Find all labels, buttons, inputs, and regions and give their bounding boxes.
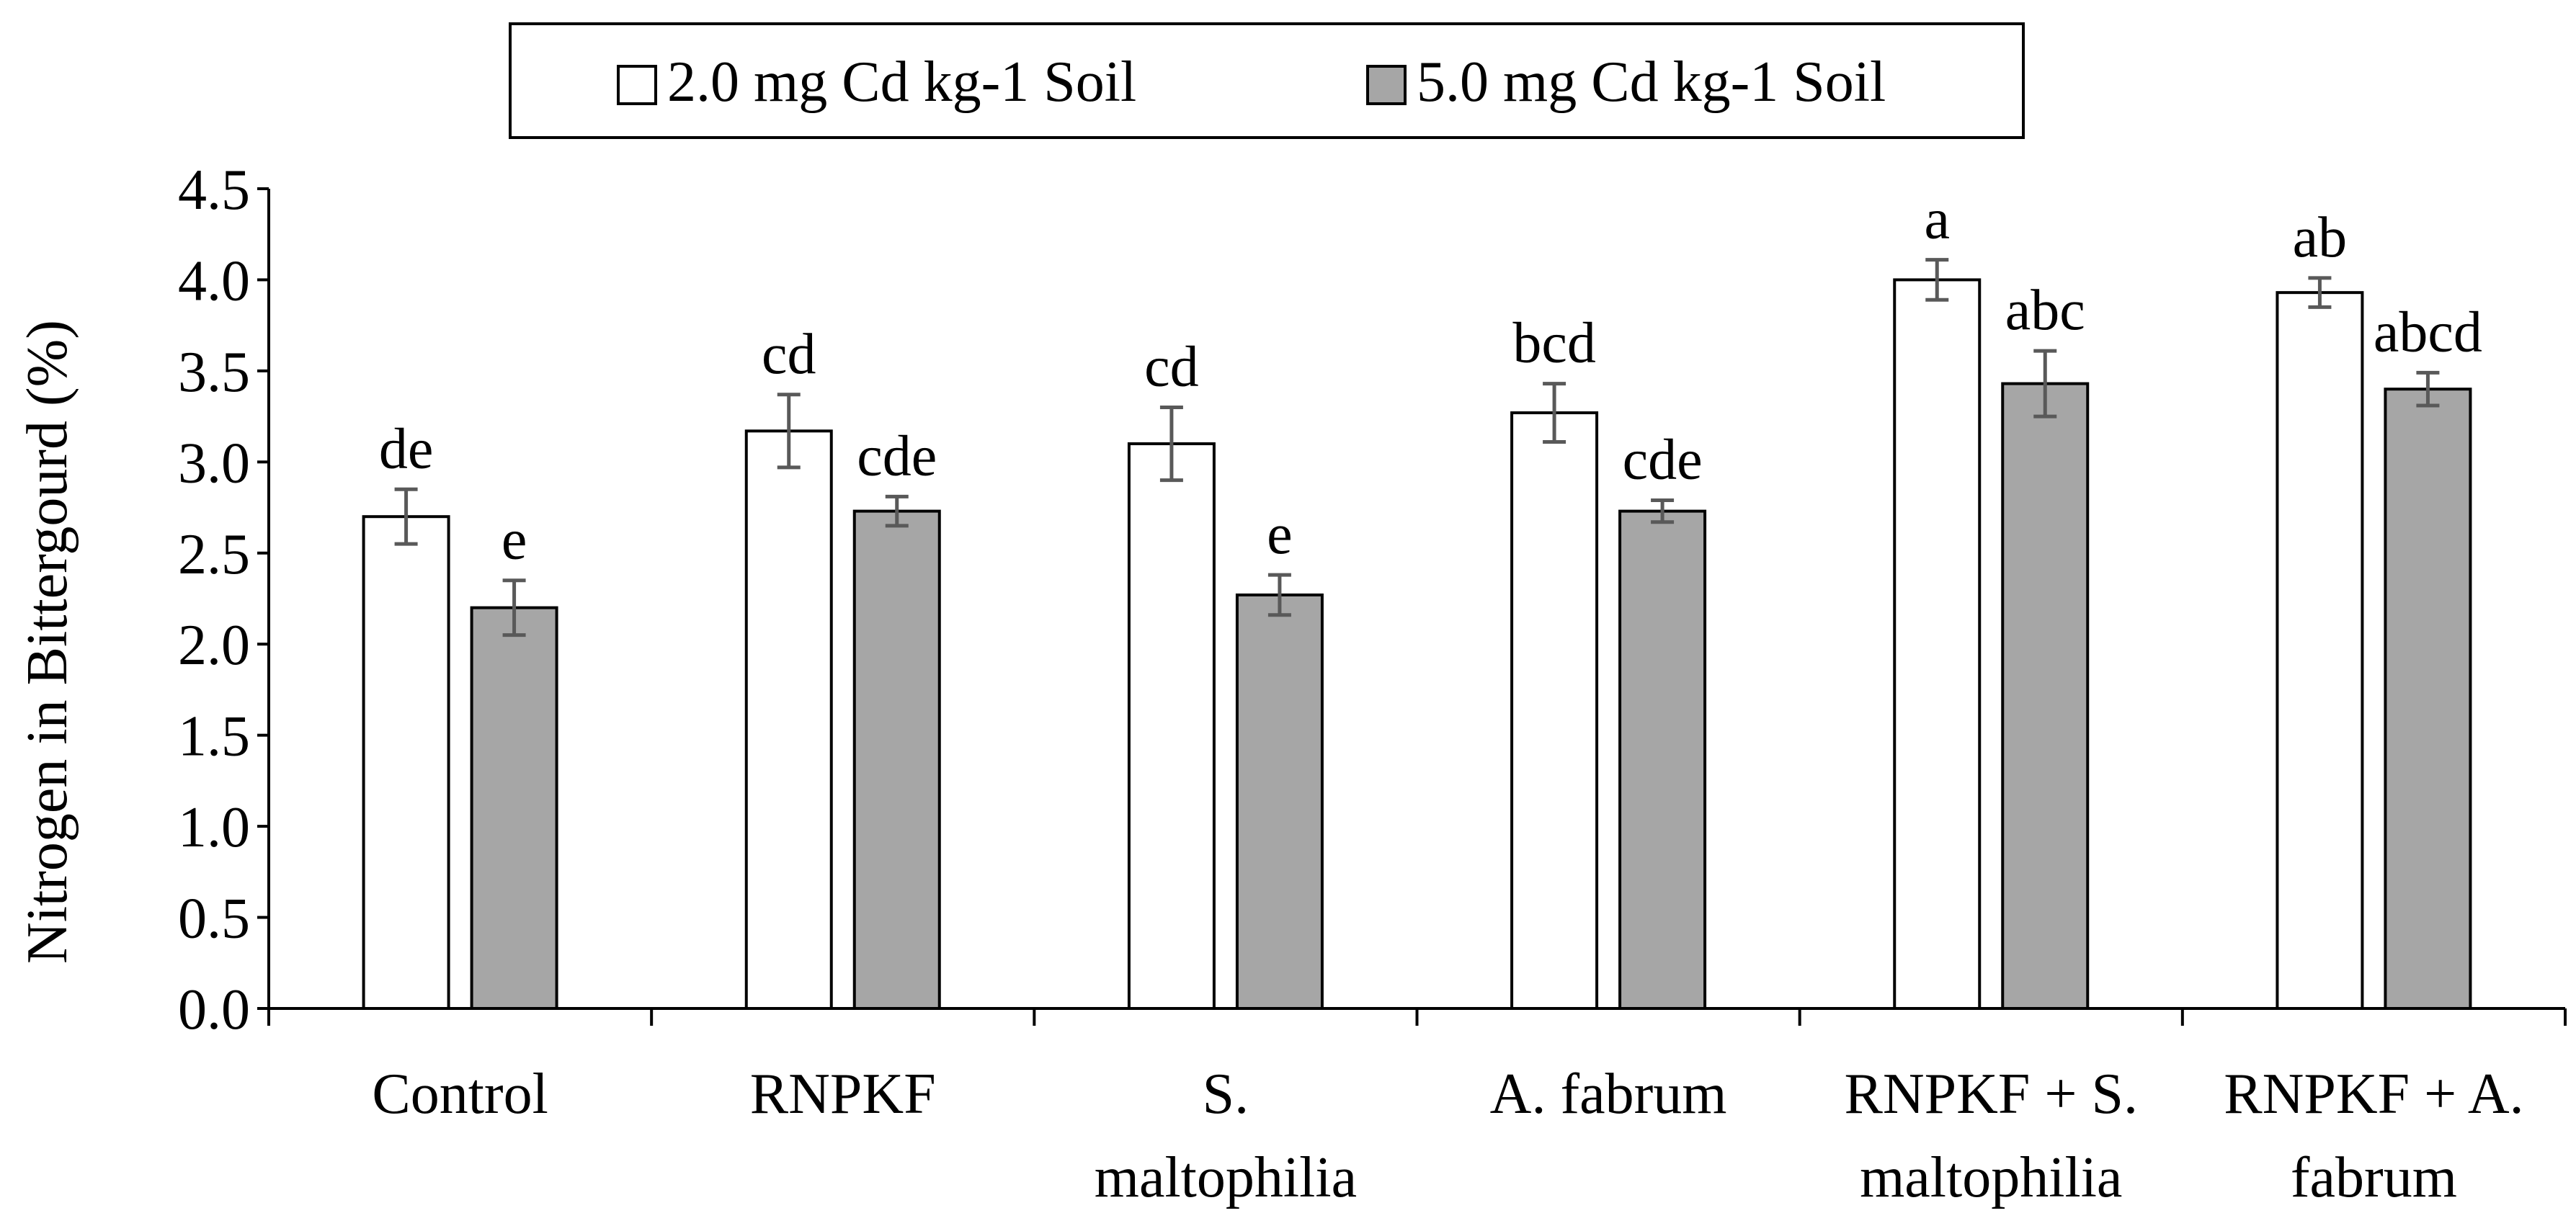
y-axis-title: Nitrogen in Bittergourd (%)	[16, 320, 79, 964]
legend-swatch	[617, 65, 657, 105]
bar	[2276, 291, 2364, 1010]
bar	[1127, 442, 1216, 1010]
significance-label: abcd	[2374, 300, 2482, 364]
bar	[2384, 388, 2472, 1010]
significance-label: ab	[2293, 206, 2348, 269]
significance-label: cd	[1144, 335, 1199, 398]
y-tick-label: 0.0	[178, 978, 250, 1042]
y-tick-label: 2.5	[178, 523, 250, 586]
bar	[362, 515, 450, 1010]
legend-box	[509, 22, 2025, 139]
legend: 2.0 mg Cd kg-1 Soil 5.0 mg Cd kg-1 Soil	[509, 22, 2025, 139]
y-tick-label: 2.0	[178, 614, 250, 677]
significance-label: a	[1924, 188, 1950, 251]
y-tick-label: 1.5	[178, 705, 250, 769]
y-tick-label: 3.0	[178, 431, 250, 495]
legend-swatch	[1366, 65, 1407, 105]
bars: de cd cd bcd a ab e cde e cde abc abcd	[362, 188, 2482, 1010]
x-tick-label: RNPKF	[750, 1062, 936, 1126]
x-tick-label: A. fabrum	[1490, 1062, 1727, 1126]
bar	[470, 606, 558, 1010]
bar	[744, 429, 833, 1010]
bar	[1510, 411, 1599, 1010]
y-tick-label: 1.0	[178, 796, 250, 859]
legend-label: 5.0 mg Cd kg-1 Soil	[1417, 50, 1886, 114]
legend-label: 2.0 mg Cd kg-1 Soil	[667, 50, 1136, 114]
significance-label: e	[502, 509, 527, 572]
bar	[1893, 278, 1982, 1010]
y-axis: 0.0 0.5 1.0 1.5 2.0 2.5 3.0 3.5 4.0 4.5 Nitrogen i…	[16, 158, 270, 1042]
y-tick-label: 0.5	[178, 887, 250, 951]
significance-label: cde	[857, 424, 937, 488]
x-axis: Control RNPKF S. maltophilia A. fabrum RNPKF …	[267, 1007, 2567, 1209]
y-tick-label: 3.5	[178, 341, 250, 404]
significance-label: e	[1267, 503, 1293, 566]
x-tick-label: S. maltophilia	[1095, 1062, 1357, 1209]
bar	[2001, 382, 2090, 1010]
x-tick-label: Control	[372, 1062, 548, 1126]
y-tick-label: 4.0	[178, 249, 250, 313]
significance-label: cd	[762, 323, 816, 386]
y-tick-label: 4.5	[178, 158, 250, 222]
bar	[852, 509, 941, 1010]
significance-label: cde	[1623, 428, 1703, 491]
x-tick-label: RNPKF + A. fabrum	[2224, 1062, 2523, 1209]
significance-label: abc	[2005, 279, 2085, 342]
significance-label: bcd	[1512, 312, 1596, 375]
significance-label: de	[379, 417, 434, 480]
x-tick-label: RNPKF + S. maltophilia	[1845, 1062, 2139, 1209]
bar	[1235, 593, 1324, 1010]
bar	[1618, 509, 1707, 1010]
